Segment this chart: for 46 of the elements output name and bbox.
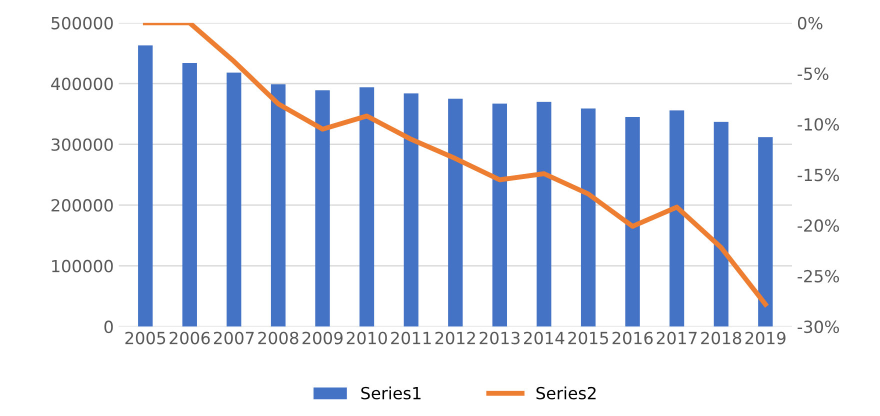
legend-label: Series2 bbox=[536, 386, 596, 400]
x-tick-label: 2007 bbox=[214, 332, 254, 344]
y2-tick-label: -10% bbox=[798, 118, 839, 131]
y-tick-label: 400000 bbox=[51, 78, 113, 90]
bar bbox=[404, 93, 418, 327]
x-tick-label: 2018 bbox=[701, 332, 742, 344]
y2-tick-label: 0% bbox=[798, 16, 822, 30]
line-series bbox=[142, 22, 768, 307]
bar bbox=[138, 45, 153, 327]
bar bbox=[226, 72, 242, 327]
x-tick-label: 2010 bbox=[346, 332, 387, 344]
legend-label: Series1 bbox=[361, 386, 421, 400]
bar bbox=[536, 102, 552, 327]
bar bbox=[182, 62, 197, 327]
bar bbox=[758, 137, 773, 327]
bar bbox=[580, 108, 596, 327]
y2-tick-label: -25% bbox=[798, 270, 839, 283]
x-tick-label: 2005 bbox=[125, 332, 166, 344]
x-tick-label: 2017 bbox=[656, 332, 697, 344]
x-tick-label: 2012 bbox=[435, 332, 475, 344]
bar bbox=[315, 90, 330, 327]
y2-tick-label: -30% bbox=[798, 320, 839, 334]
bar bbox=[625, 117, 640, 327]
bar bbox=[714, 122, 728, 327]
bar bbox=[670, 110, 684, 327]
x-tick-label: 2009 bbox=[302, 332, 343, 344]
x-tick-label: 2015 bbox=[568, 332, 608, 344]
y-tick-label: 0 bbox=[104, 320, 113, 334]
x-tick-label: 2006 bbox=[170, 332, 210, 344]
y2-tick-label: -20% bbox=[798, 219, 839, 232]
x-tick-label: 2016 bbox=[612, 332, 653, 344]
bar bbox=[360, 87, 374, 327]
x-tick-label: 2019 bbox=[745, 332, 786, 344]
y-tick-label: 300000 bbox=[52, 138, 113, 151]
y-tick-label: 200000 bbox=[52, 199, 113, 212]
y-tick-label: 500000 bbox=[52, 16, 113, 30]
bar bbox=[448, 98, 463, 327]
x-tick-label: 2011 bbox=[391, 332, 431, 344]
y-tick-label: 100000 bbox=[52, 260, 113, 272]
x-tick-label: 2014 bbox=[524, 332, 564, 344]
y2-tick-label: -15% bbox=[798, 168, 839, 182]
x-tick-label: 2008 bbox=[258, 332, 298, 344]
bar bbox=[492, 104, 507, 327]
x-tick-label: 2013 bbox=[480, 332, 520, 344]
bar bbox=[270, 84, 286, 327]
y2-tick-label: -5% bbox=[798, 67, 828, 80]
